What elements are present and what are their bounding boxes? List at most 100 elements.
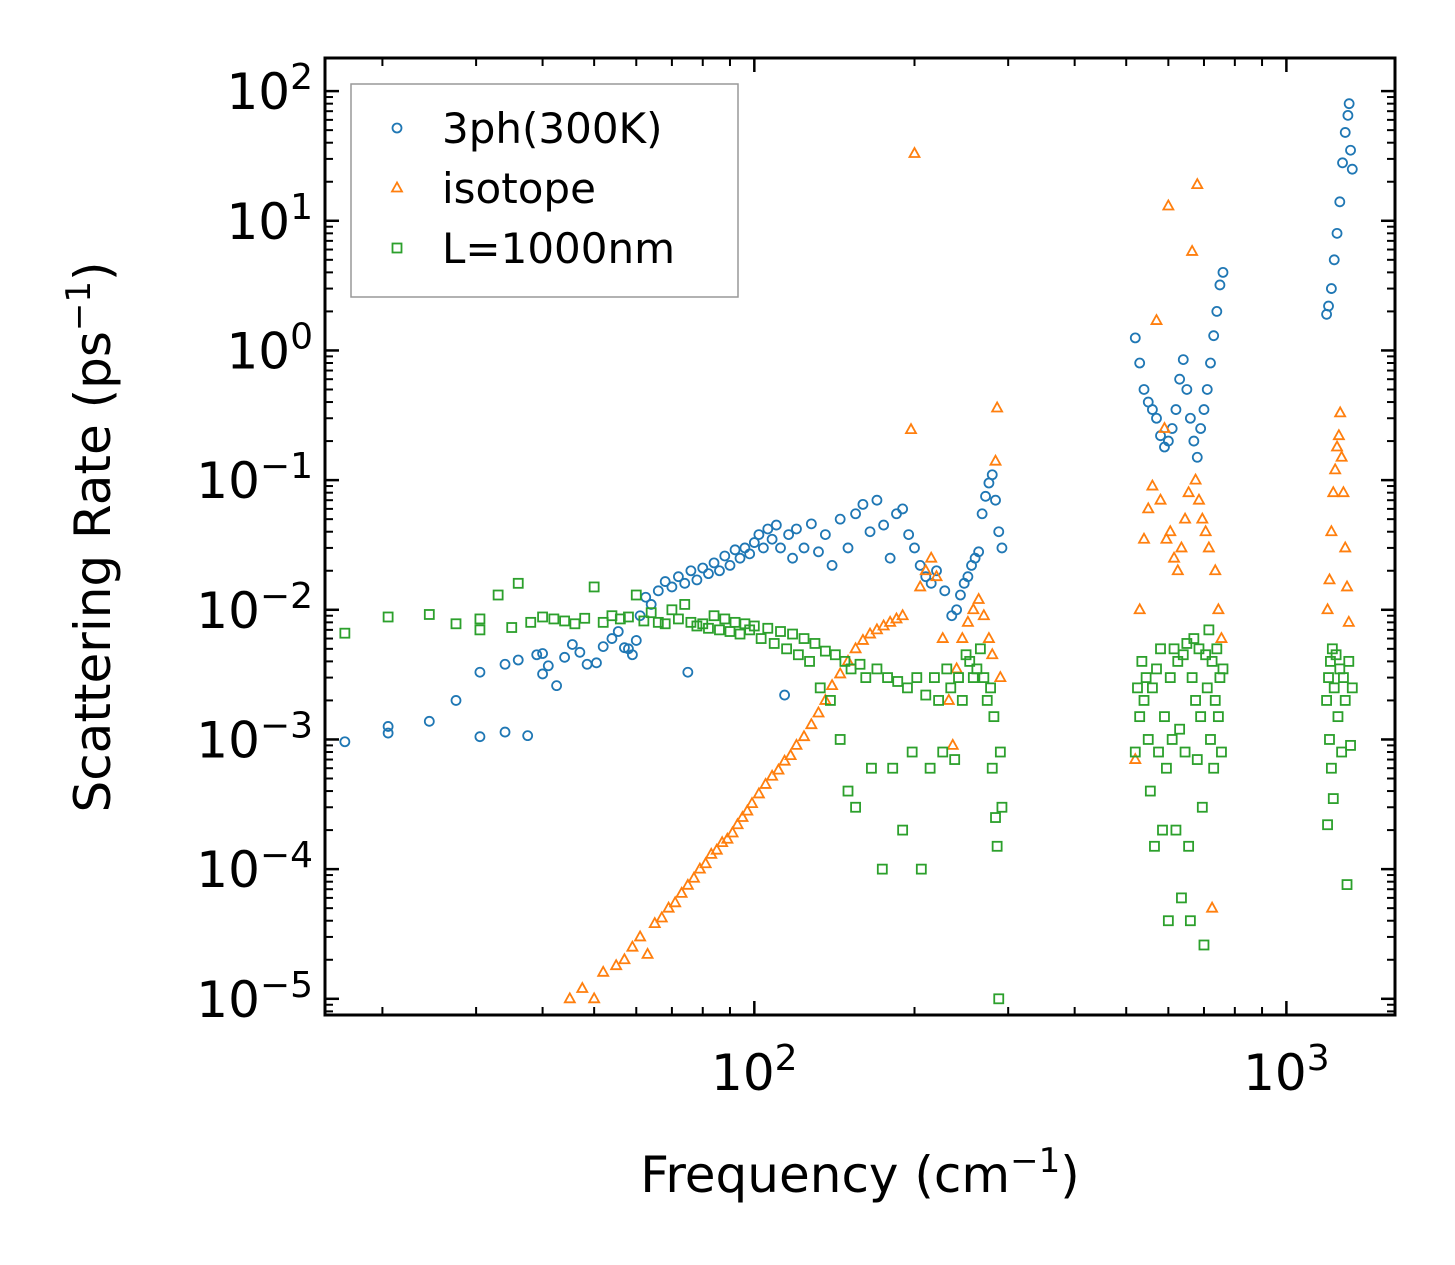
data-point bbox=[512, 654, 524, 666]
data-point bbox=[681, 877, 695, 890]
data-point bbox=[798, 542, 810, 554]
data-point bbox=[1338, 540, 1352, 553]
legend-marker bbox=[390, 180, 404, 193]
data-point bbox=[499, 726, 511, 738]
data-point bbox=[748, 537, 760, 548]
data-point bbox=[787, 628, 798, 640]
data-point bbox=[1205, 734, 1216, 745]
data-point bbox=[1149, 313, 1164, 325]
data-point bbox=[1203, 624, 1215, 636]
data-point bbox=[1128, 752, 1142, 764]
data-point bbox=[1168, 643, 1180, 655]
data-point bbox=[1332, 711, 1344, 723]
y-tick-label: 100 bbox=[226, 316, 313, 380]
data-point bbox=[752, 786, 766, 799]
data-point bbox=[1159, 711, 1170, 723]
data-point bbox=[1174, 373, 1186, 385]
data-point bbox=[666, 581, 678, 593]
data-point bbox=[1334, 663, 1346, 675]
data-point bbox=[537, 668, 548, 680]
y-tick-label: 101 bbox=[226, 187, 313, 251]
data-point bbox=[1137, 531, 1151, 544]
data-point bbox=[903, 529, 915, 541]
data-point bbox=[925, 577, 937, 589]
data-point bbox=[950, 661, 964, 674]
data-point bbox=[1174, 540, 1188, 553]
data-point bbox=[474, 666, 486, 678]
data-point bbox=[936, 631, 950, 643]
data-point bbox=[1163, 524, 1177, 537]
data-point bbox=[941, 663, 953, 675]
data-point bbox=[956, 695, 968, 706]
data-point bbox=[612, 626, 624, 637]
data-point bbox=[781, 643, 793, 655]
x-axis-label: Frequency (cm−1) bbox=[640, 1141, 1080, 1204]
data-point bbox=[623, 611, 634, 623]
data-point bbox=[474, 613, 486, 625]
data-point bbox=[606, 633, 618, 644]
data-point bbox=[666, 604, 678, 616]
data-point bbox=[982, 631, 996, 643]
data-point bbox=[729, 616, 741, 628]
data-point bbox=[652, 616, 664, 628]
data-point bbox=[896, 608, 910, 621]
data-point bbox=[735, 810, 749, 822]
data-point bbox=[988, 453, 1003, 466]
data-point bbox=[1326, 485, 1340, 498]
data-point bbox=[976, 508, 988, 520]
data-point bbox=[719, 550, 731, 562]
data-point bbox=[575, 981, 589, 993]
data-point bbox=[779, 689, 790, 701]
data-point bbox=[929, 672, 940, 683]
data-point bbox=[990, 494, 1001, 506]
data-point bbox=[876, 863, 888, 875]
data-point bbox=[474, 731, 486, 743]
data-point bbox=[566, 639, 578, 650]
ticks-layer bbox=[325, 58, 1395, 1015]
data-point bbox=[1134, 711, 1146, 723]
data-point bbox=[993, 670, 1007, 682]
data-point bbox=[1184, 915, 1196, 927]
data-point bbox=[1181, 384, 1193, 395]
data-point bbox=[842, 542, 854, 554]
data-point bbox=[724, 626, 736, 637]
data-point bbox=[1170, 824, 1182, 836]
data-point bbox=[854, 658, 866, 670]
series-circle bbox=[339, 98, 1358, 748]
plot-frame bbox=[323, 56, 1397, 1017]
data-point bbox=[771, 762, 785, 775]
data-point bbox=[804, 655, 815, 667]
data-point bbox=[1133, 602, 1147, 615]
data-point bbox=[1183, 840, 1195, 852]
legend-frame bbox=[350, 83, 739, 298]
data-point bbox=[525, 616, 537, 628]
data-point bbox=[703, 568, 714, 580]
data-point bbox=[659, 576, 671, 587]
data-point bbox=[1166, 734, 1178, 745]
data-point bbox=[1205, 357, 1216, 369]
data-point bbox=[1199, 524, 1213, 537]
data-point bbox=[1157, 824, 1168, 836]
data-point bbox=[966, 602, 980, 615]
data-point bbox=[1167, 550, 1181, 563]
y-tick-label: 10−3 bbox=[196, 705, 313, 769]
data-point bbox=[1324, 524, 1338, 537]
data-point bbox=[512, 577, 524, 589]
data-point bbox=[798, 633, 810, 644]
data-point bbox=[710, 842, 724, 855]
data-point bbox=[1162, 915, 1174, 927]
data-point bbox=[833, 666, 847, 679]
data-point bbox=[1211, 306, 1223, 317]
data-point bbox=[1174, 723, 1186, 735]
series-triangle bbox=[563, 146, 1356, 1004]
data-point bbox=[668, 895, 682, 908]
data-point bbox=[537, 648, 548, 659]
data-point bbox=[748, 620, 760, 632]
data-point bbox=[974, 643, 986, 655]
data-point bbox=[648, 916, 662, 929]
data-point bbox=[382, 727, 394, 739]
data-point bbox=[946, 610, 958, 622]
data-point bbox=[563, 991, 577, 1004]
data-point bbox=[986, 762, 998, 774]
